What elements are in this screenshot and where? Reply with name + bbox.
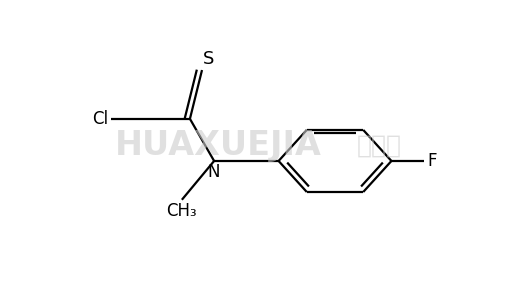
Text: Cl: Cl bbox=[92, 110, 108, 128]
Text: HUAXUEJIA: HUAXUEJIA bbox=[115, 129, 321, 162]
Text: 化学加: 化学加 bbox=[357, 133, 402, 158]
Text: CH₃: CH₃ bbox=[166, 202, 197, 220]
Text: N: N bbox=[208, 163, 220, 181]
Text: F: F bbox=[427, 152, 436, 170]
Text: S: S bbox=[202, 50, 214, 68]
